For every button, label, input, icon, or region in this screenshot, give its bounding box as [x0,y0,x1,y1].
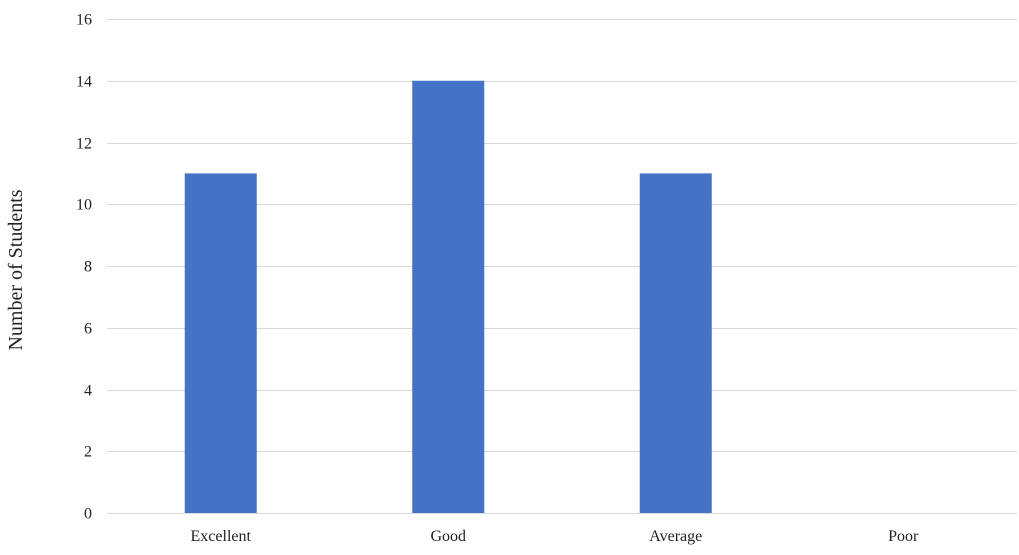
y-tick-label: 6 [84,321,92,338]
bar-excellent [184,173,257,513]
y-tick-label: 4 [84,383,92,400]
gridlines [107,19,1017,514]
y-tick-label: 12 [76,136,92,153]
bar-average [639,173,712,513]
y-tick-label: 8 [84,259,92,276]
x-tick-label: Poor [888,528,919,545]
y-axis-title: Number of Students [5,189,27,350]
y-tick-label: 14 [76,74,92,91]
y-tick-label: 16 [76,12,92,29]
y-tick-label: 10 [76,197,92,214]
y-tick-label: 0 [84,506,92,523]
x-axis-ticks: Excellent Good Average Poor [191,528,919,545]
x-tick-label: Good [430,528,466,545]
x-tick-label: Average [649,528,702,545]
y-tick-label: 2 [84,444,92,461]
bars [184,80,712,513]
x-tick-label: Excellent [191,528,252,545]
bar-good [412,80,485,513]
y-axis-ticks: 0 2 4 6 8 10 12 14 16 [76,12,92,523]
